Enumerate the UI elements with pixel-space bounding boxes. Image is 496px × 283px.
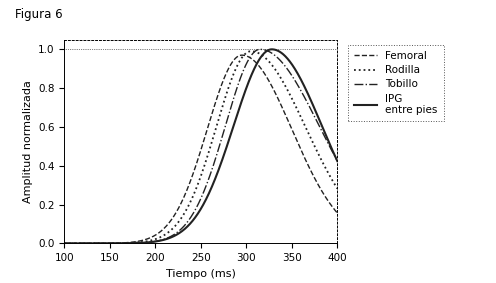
Line: IPG
entre pies: IPG entre pies — [64, 49, 337, 243]
IPG
entre pies — [62, 242, 67, 245]
Text: Figura 6: Figura 6 — [15, 8, 62, 22]
Femoral — [93, 242, 99, 245]
Tobillo — [109, 242, 115, 245]
Tobillo — [300, 92, 306, 95]
IPG
entre pies — [93, 242, 99, 245]
Rodilla — [329, 178, 335, 181]
X-axis label: Tiempo (ms): Tiempo (ms) — [166, 269, 236, 279]
Femoral — [166, 221, 172, 224]
Tobillo — [166, 235, 172, 239]
Tobillo — [329, 149, 335, 153]
Rodilla — [334, 187, 340, 190]
Rodilla — [300, 119, 306, 123]
Rodilla — [248, 50, 254, 53]
Tobillo — [93, 242, 99, 245]
IPG
entre pies — [300, 81, 306, 85]
Femoral — [178, 202, 184, 205]
IPG
entre pies — [178, 230, 184, 234]
Legend: Femoral, Rodilla, Tobillo, IPG
entre pies: Femoral, Rodilla, Tobillo, IPG entre pie… — [348, 45, 444, 121]
Tobillo — [178, 228, 184, 231]
Femoral — [329, 205, 335, 208]
Y-axis label: Amplitud normalizada: Amplitud normalizada — [23, 80, 33, 203]
Femoral — [239, 53, 245, 57]
IPG
entre pies — [109, 242, 115, 245]
Rodilla — [109, 242, 115, 245]
Line: Femoral: Femoral — [64, 55, 337, 243]
Femoral — [300, 152, 306, 155]
IPG
entre pies — [166, 237, 172, 240]
IPG
entre pies — [269, 48, 275, 51]
Rodilla — [62, 242, 67, 245]
Rodilla — [178, 217, 184, 220]
Line: Tobillo: Tobillo — [64, 49, 337, 243]
IPG
entre pies — [334, 159, 340, 163]
Rodilla — [166, 230, 172, 233]
Tobillo — [334, 159, 340, 162]
Femoral — [62, 242, 67, 245]
IPG
entre pies — [329, 148, 335, 151]
Line: Rodilla: Rodilla — [64, 51, 337, 243]
Femoral — [334, 211, 340, 215]
Femoral — [109, 241, 115, 245]
Tobillo — [62, 242, 67, 245]
Tobillo — [257, 48, 263, 51]
Rodilla — [93, 242, 99, 245]
